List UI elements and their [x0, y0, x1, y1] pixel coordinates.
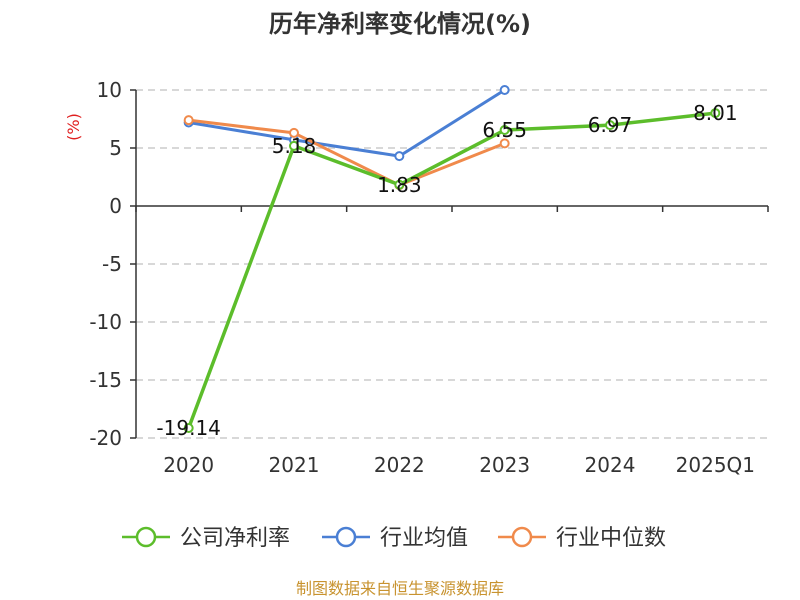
y-tick-labels: 10 5 0 -5 -10 -15 -20	[89, 78, 122, 450]
series-group	[183, 85, 721, 434]
x-tick-label: 2025Q1	[676, 453, 755, 477]
axes	[135, 90, 769, 438]
chart-title: 历年净利率变化情况(%)	[269, 10, 531, 38]
legend-label: 行业中位数	[556, 526, 666, 551]
data-point	[394, 179, 405, 190]
series-line	[188, 118, 506, 187]
data-labels: -19.14 5.18 1.83 6.55 6.97 8.01	[156, 101, 737, 440]
series-line	[187, 111, 716, 429]
source-note: 制图数据来自恒生聚源数据库	[296, 579, 504, 598]
data-label: 1.83	[377, 173, 422, 197]
data-point	[394, 151, 405, 162]
legend-item[interactable]: 行业均值	[322, 526, 468, 551]
series-line	[188, 88, 506, 158]
y-tick-label: -10	[89, 310, 122, 334]
x-tick-label: 2021	[269, 453, 320, 477]
grid	[130, 89, 768, 439]
data-label: 6.97	[588, 113, 633, 137]
legend-label: 公司净利率	[180, 526, 290, 551]
x-tick-labels: 2020 2021 2022 2023 2024 2025Q1	[163, 453, 755, 477]
y-tick-label: -15	[89, 368, 122, 392]
data-point	[289, 140, 299, 151]
x-tick-label: 2020	[163, 453, 214, 477]
legend-marker	[511, 526, 533, 548]
data-point	[289, 127, 299, 138]
data-point	[710, 108, 721, 119]
data-point	[605, 120, 615, 131]
legend-item[interactable]: 公司净利率	[122, 526, 290, 551]
data-point	[183, 423, 194, 434]
y-tick-label: 5	[109, 136, 122, 160]
legend[interactable]: 公司净利率 行业均值 行业中位数	[122, 526, 666, 551]
y-tick-label: -20	[89, 426, 122, 450]
y-axis-label: (%)	[64, 113, 83, 141]
x-tick-label: 2023	[479, 453, 530, 477]
legend-marker	[135, 526, 157, 548]
data-point	[499, 85, 510, 95]
data-label: 6.55	[482, 118, 527, 142]
data-label: 8.01	[693, 101, 738, 125]
y-tick-label: 10	[97, 78, 122, 102]
data-label: 5.18	[272, 134, 317, 158]
legend-marker	[335, 526, 357, 548]
legend-item[interactable]: 行业中位数	[498, 526, 666, 551]
x-tick-label: 2022	[374, 453, 425, 477]
y-tick-label: 0	[109, 194, 122, 218]
legend-label: 行业均值	[380, 526, 468, 551]
data-point	[183, 115, 194, 126]
x-tick-label: 2024	[585, 453, 636, 477]
data-point	[499, 138, 510, 149]
data-label: -19.14	[156, 416, 220, 440]
data-point	[499, 125, 510, 136]
y-tick-label: -5	[102, 252, 122, 276]
